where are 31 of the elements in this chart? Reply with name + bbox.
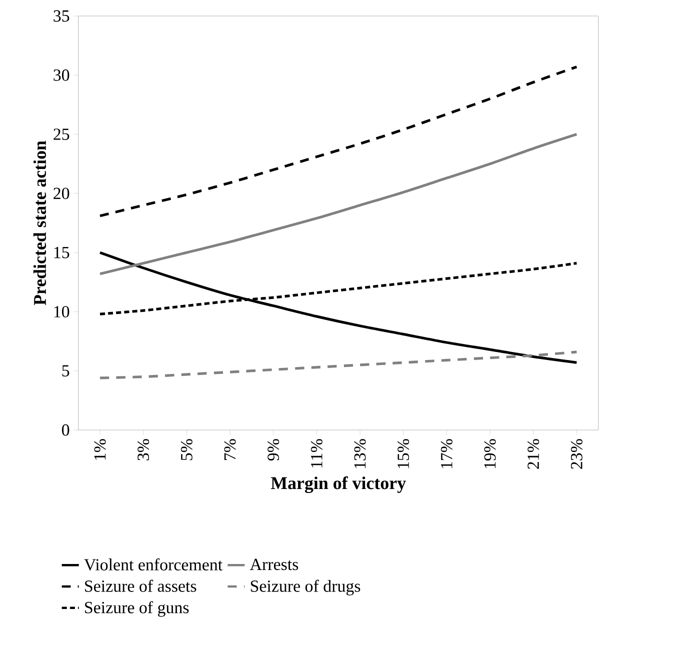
x-tick-label: 7% — [224, 439, 236, 460]
x-tick-label: 17% — [440, 439, 452, 468]
legend-label: Seizure of assets — [85, 580, 196, 592]
y-tick-label: 5 — [62, 365, 70, 376]
x-tick-label: 1% — [94, 439, 106, 460]
y-tick-label: 25 — [54, 128, 70, 140]
x-tick-label: 21% — [528, 439, 540, 469]
line-series — [98, 251, 578, 364]
line-series — [98, 66, 578, 218]
legend-label: Violent enforcement — [84, 558, 222, 571]
line-series — [98, 132, 578, 276]
y-tick-label: 20 — [54, 188, 70, 200]
legend-label: Seizure of drugs — [250, 580, 360, 596]
x-tick-label: 3% — [138, 439, 150, 460]
line-series — [98, 350, 578, 380]
legend-label: Arrests — [250, 558, 298, 570]
legend-label: Seizure of guns — [85, 601, 189, 617]
y-axis-title: Predicted state action — [33, 140, 46, 306]
x-tick-label: 19% — [484, 439, 496, 468]
y-tick-label: 0 — [62, 424, 70, 436]
x-tick-label: 11% — [310, 439, 322, 468]
y-tick-label: 30 — [54, 69, 70, 81]
x-tick-label: 23% — [570, 439, 582, 469]
y-tick-label: 15 — [54, 246, 70, 258]
x-tick-label: 15% — [398, 439, 410, 468]
y-tick-label: 10 — [54, 306, 70, 318]
x-axis-title: Margin of victory — [270, 476, 406, 493]
x-tick-label: 13% — [354, 439, 366, 468]
x-tick-label: 5% — [180, 439, 192, 460]
x-tick-label: 9% — [268, 439, 280, 461]
y-tick-label: 35 — [54, 10, 70, 22]
